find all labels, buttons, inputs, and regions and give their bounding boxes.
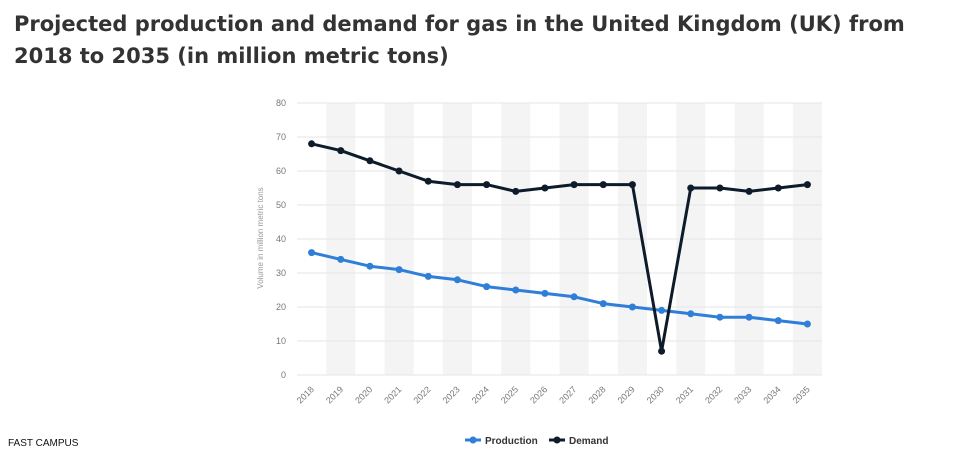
data-point-demand[interactable] xyxy=(395,167,403,175)
x-tick-label: 2030 xyxy=(645,384,666,405)
x-tick-label: 2028 xyxy=(586,384,607,405)
legend-item-demand[interactable]: Demand xyxy=(549,436,608,447)
data-point-demand[interactable] xyxy=(599,181,607,189)
data-point-production[interactable] xyxy=(658,306,666,314)
y-axis-label: Volume in million metric tons xyxy=(256,187,265,288)
x-tick-label: 2029 xyxy=(616,384,637,405)
data-point-production[interactable] xyxy=(716,313,724,321)
x-tick-label: 2026 xyxy=(528,384,549,405)
x-tick-label: 2021 xyxy=(382,384,403,405)
data-point-demand[interactable] xyxy=(424,177,432,185)
data-point-demand[interactable] xyxy=(774,184,782,192)
series-group xyxy=(308,140,811,355)
data-point-demand[interactable] xyxy=(687,184,695,192)
data-point-demand[interactable] xyxy=(366,157,374,165)
legend-demand-label: Demand xyxy=(569,436,608,447)
data-point-production[interactable] xyxy=(745,313,753,321)
x-tick-label: 2032 xyxy=(703,384,724,405)
y-tick-label: 20 xyxy=(276,302,286,312)
data-point-production[interactable] xyxy=(541,289,549,297)
data-point-demand[interactable] xyxy=(512,187,520,195)
data-point-production[interactable] xyxy=(803,320,811,328)
data-point-production[interactable] xyxy=(453,276,461,284)
series-line-demand xyxy=(311,142,808,353)
data-point-production[interactable] xyxy=(687,310,695,318)
data-point-production[interactable] xyxy=(774,317,782,325)
data-point-demand[interactable] xyxy=(716,184,724,192)
footer-credit: FAST CAMPUS xyxy=(8,438,79,449)
y-tick-label: 80 xyxy=(276,98,286,108)
data-point-demand[interactable] xyxy=(628,181,636,189)
data-point-demand[interactable] xyxy=(541,184,549,192)
y-tick-label: 0 xyxy=(281,370,286,380)
x-tick-label: 2025 xyxy=(499,384,520,405)
legend-production-marker xyxy=(469,436,477,444)
data-point-demand[interactable] xyxy=(570,181,578,189)
x-axis-ticks: 2018 2019 2020 2021 2022 2023 2024 2025 2026 2027… xyxy=(295,384,812,405)
x-tick-label: 2033 xyxy=(732,384,753,405)
data-point-production[interactable] xyxy=(599,300,607,308)
data-point-production[interactable] xyxy=(308,249,316,257)
data-point-demand[interactable] xyxy=(803,181,811,189)
legend-item-production[interactable]: Production xyxy=(465,436,538,447)
series-line-production xyxy=(311,251,808,326)
x-tick-label: 2018 xyxy=(295,384,316,405)
data-point-production[interactable] xyxy=(395,266,403,274)
x-tick-label: 2019 xyxy=(324,384,345,405)
x-tick-label: 2024 xyxy=(470,384,491,405)
data-point-production[interactable] xyxy=(570,293,578,301)
x-tick-label: 2031 xyxy=(674,384,695,405)
x-tick-label: 2023 xyxy=(441,384,462,405)
legend-production-label: Production xyxy=(485,436,538,447)
data-point-demand[interactable] xyxy=(745,187,753,195)
gridlines xyxy=(297,102,822,376)
x-tick-label: 2022 xyxy=(411,384,432,405)
chart-title: Projected production and demand for gas … xyxy=(14,12,905,68)
data-point-demand[interactable] xyxy=(453,181,461,189)
data-point-production[interactable] xyxy=(424,272,432,280)
x-tick-label: 2027 xyxy=(557,384,578,405)
data-point-production[interactable] xyxy=(337,255,345,263)
data-point-demand[interactable] xyxy=(483,181,491,189)
y-tick-label: 40 xyxy=(276,234,286,244)
y-tick-label: 50 xyxy=(276,200,286,210)
data-point-demand[interactable] xyxy=(658,347,666,355)
legend: Production Demand xyxy=(465,436,608,447)
data-point-production[interactable] xyxy=(483,283,491,291)
legend-demand-marker xyxy=(553,436,561,444)
x-tick-label: 2034 xyxy=(761,384,782,405)
y-axis-ticks: 0 10 20 30 40 50 60 70 80 xyxy=(276,98,286,380)
y-tick-label: 70 xyxy=(276,132,286,142)
y-tick-label: 60 xyxy=(276,166,286,176)
y-tick-label: 30 xyxy=(276,268,286,278)
data-point-demand[interactable] xyxy=(337,147,345,155)
x-tick-label: 2020 xyxy=(353,384,374,405)
data-point-production[interactable] xyxy=(512,286,520,294)
x-tick-label: 2035 xyxy=(791,384,812,405)
data-point-production[interactable] xyxy=(628,303,636,311)
data-point-demand[interactable] xyxy=(308,140,316,148)
data-point-production[interactable] xyxy=(366,262,374,270)
y-tick-label: 10 xyxy=(276,336,286,346)
